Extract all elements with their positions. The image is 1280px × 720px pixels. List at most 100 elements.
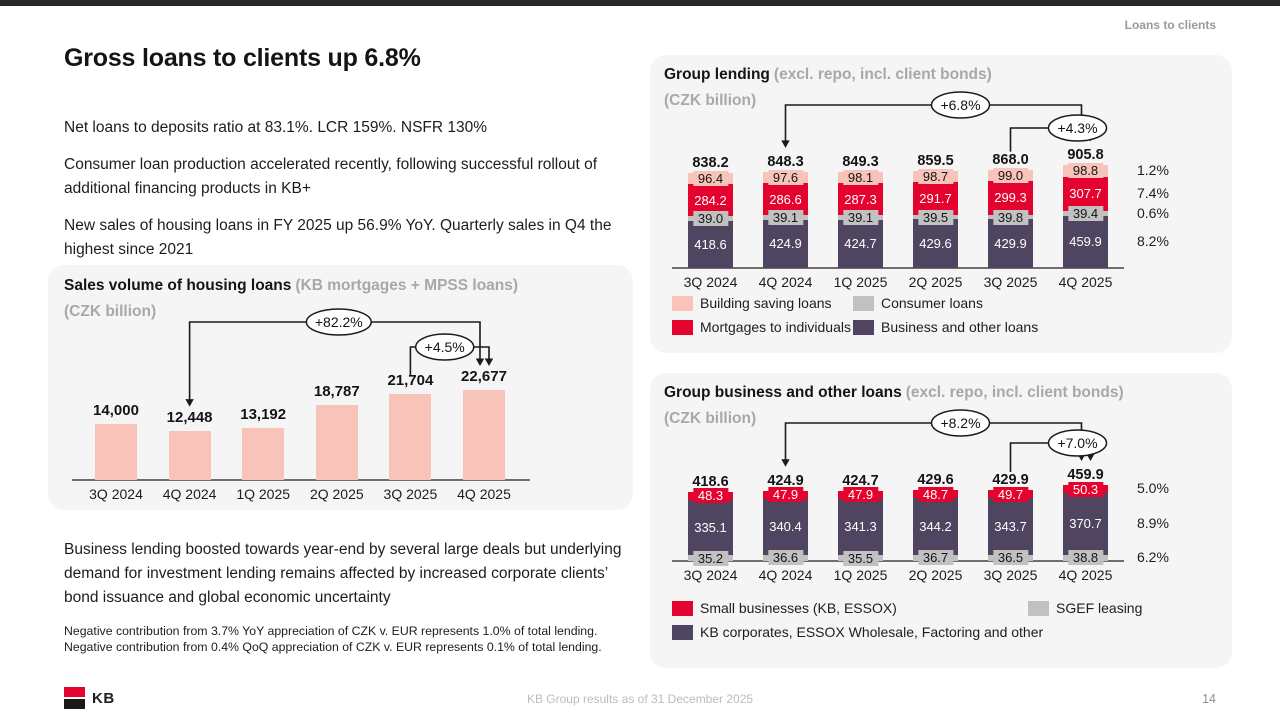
business-loans-title-note: (excl. repo, incl. client bonds)	[905, 384, 1124, 401]
category-label: 3Q 2024	[683, 567, 738, 583]
series-growth-label: 5.0%	[1137, 480, 1169, 497]
segment-value-label: 97.6	[767, 169, 804, 185]
axis-line	[672, 267, 1124, 269]
legend-label: SGEF leasing	[1056, 600, 1143, 616]
annotation-growth-label: +7.0%	[1057, 435, 1097, 451]
group-lending-title-note: (excl. repo, incl. client bonds)	[773, 66, 992, 83]
segment-value-label: 39.1	[842, 210, 879, 226]
legend-item: Building saving loans	[672, 295, 832, 311]
total-label: 868.0	[992, 151, 1029, 168]
housing-chart-subtitle: (CZK billion)	[64, 303, 157, 320]
category-label: 4Q 2025	[1058, 567, 1113, 583]
axis-line	[672, 560, 1124, 562]
segment-value-label: 47.9	[842, 487, 879, 503]
legend-swatch-icon	[853, 319, 874, 335]
total-label: 418.6	[692, 473, 729, 490]
group-lending-card: Group lending (excl. repo, incl. client b…	[650, 55, 1232, 353]
segment-value-label: 299.3	[989, 190, 1032, 206]
total-label: 905.8	[1067, 147, 1104, 164]
group-lending-title: Group lending (excl. repo, incl. client b…	[664, 66, 992, 84]
annotation-ellipse	[305, 308, 372, 336]
legend-swatch-icon	[672, 624, 693, 640]
housing-bar	[242, 427, 285, 480]
annotation-growth-label: +6.8%	[940, 97, 980, 113]
annotation-growth-label: +82.2%	[315, 314, 363, 330]
segment-value-label: 36.6	[767, 550, 804, 566]
fx-note-line-1: Negative contribution from 3.7% YoY appr…	[64, 624, 598, 638]
series-growth-label: 0.6%	[1137, 204, 1169, 221]
category-label: 4Q 2025	[1058, 274, 1113, 290]
segment-value-label: 335.1	[689, 519, 732, 535]
segment-value-label: 50.3	[1067, 481, 1104, 497]
housing-bar	[95, 424, 137, 480]
total-label: 848.3	[767, 153, 804, 170]
segment-value-label: 284.2	[689, 192, 732, 208]
housing-loans-card: Sales volume of housing loans (KB mortgag…	[48, 265, 633, 510]
segment-value-label: 36.7	[917, 550, 954, 566]
total-label: 424.9	[767, 472, 804, 489]
fx-appreciation-note: Negative contribution from 3.7% YoY appr…	[64, 623, 649, 655]
category-label: 3Q 2025	[983, 274, 1038, 290]
category-label: 4Q 2024	[758, 567, 813, 583]
category-label: 1Q 2025	[236, 486, 291, 502]
kb-logo-text: KB	[92, 689, 115, 707]
total-label: 838.2	[692, 155, 729, 172]
segment-value-label: 98.8	[1067, 163, 1104, 179]
segment-value-label: 39.5	[917, 209, 954, 225]
housing-chart-title: Sales volume of housing loans (KB mortgag…	[64, 277, 518, 295]
kb-logo: KB	[64, 687, 115, 709]
legend-item: SGEF leasing	[1028, 600, 1142, 616]
total-label: 459.9	[1067, 466, 1104, 483]
legend-swatch-icon	[1028, 600, 1049, 616]
bar-value-label: 18,787	[313, 383, 360, 401]
annotation-ellipse	[1047, 114, 1108, 142]
category-label: 2Q 2025	[908, 274, 963, 290]
annotation-growth-label: +4.5%	[425, 339, 465, 355]
bar-value-label: 22,677	[461, 367, 507, 385]
series-growth-label: 8.2%	[1137, 232, 1169, 249]
segment-value-label: 35.2	[692, 550, 729, 566]
segment-value-label: 286.6	[764, 191, 807, 207]
category-label: 3Q 2024	[683, 274, 738, 290]
housing-chart-title-note: (KB mortgages + MPSS loans)	[295, 277, 519, 294]
segment-value-label: 429.6	[914, 236, 957, 252]
legend-label: Small businesses (KB, ESSOX)	[700, 600, 897, 616]
housing-bar	[315, 405, 358, 480]
segment-value-label: 96.4	[692, 170, 729, 186]
legend-label: Business and other loans	[881, 319, 1039, 335]
kb-flag-icon	[64, 687, 85, 709]
housing-bar	[463, 389, 505, 480]
key-messages: Net loans to deposits ratio at 83.1%. LC…	[64, 116, 620, 275]
axis-line	[72, 479, 530, 481]
category-label: 4Q 2024	[758, 274, 813, 290]
segment-value-label: 341.3	[839, 519, 882, 535]
total-label: 424.7	[842, 472, 879, 489]
housing-loans-chart: 14,000 12,448 13,192 18,787 21,704 22,677 3Q 2…	[48, 265, 633, 510]
segment-value-label: 39.0	[692, 210, 729, 226]
bar-value-label: 21,704	[387, 371, 434, 389]
legend-item: Consumer loans	[853, 295, 983, 311]
segment-value-label: 49.7	[992, 486, 1029, 502]
page-title: Gross loans to clients up 6.8%	[64, 44, 421, 72]
key-message-consumer: Consumer loan production accelerated rec…	[64, 156, 598, 198]
legend-label: Building saving loans	[700, 295, 832, 311]
segment-value-label: 39.1	[767, 210, 804, 226]
segment-value-label: 344.2	[914, 518, 957, 534]
category-label: 4Q 2025	[457, 486, 511, 502]
footer: KB KB Group results as of 31 December 20…	[0, 676, 1280, 720]
segment-value-label: 47.9	[767, 487, 804, 503]
segment-value-label: 39.8	[992, 209, 1029, 225]
bar-value-label: 13,192	[240, 405, 287, 423]
legend-item: Small businesses (KB, ESSOX)	[672, 600, 897, 616]
housing-bar	[389, 393, 432, 480]
group-lending-subtitle: (CZK billion)	[664, 92, 757, 109]
segment-value-label: 38.8	[1067, 550, 1104, 566]
category-label: 1Q 2025	[833, 567, 888, 583]
segment-value-label: 343.7	[989, 519, 1032, 535]
legend-item: Business and other loans	[853, 319, 1038, 335]
business-loans-chart: 418.6 48.3 335.1 35.2 424.9 47.9 340.4 36.6 424.…	[650, 373, 1232, 668]
segment-value-label: 424.7	[839, 236, 882, 252]
segment-value-label: 429.9	[989, 236, 1032, 252]
business-loans-card: Group business and other loans (excl. rep…	[650, 373, 1232, 668]
